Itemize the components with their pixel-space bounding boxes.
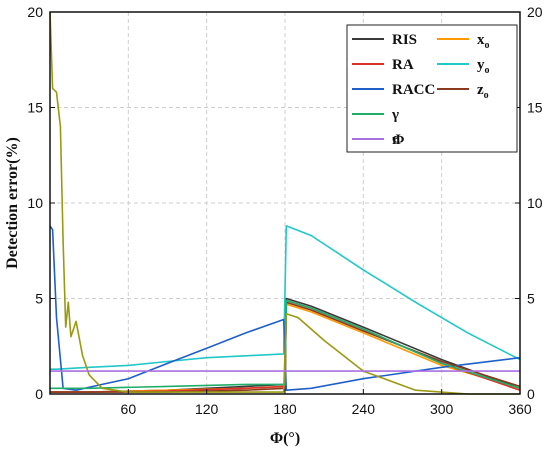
x-tick-label: 60: [121, 401, 137, 417]
y-tick-label: 15: [27, 100, 43, 116]
y-tick-label: 5: [35, 291, 43, 307]
y-tick-label-right: 15: [527, 100, 543, 116]
y-axis-title: Detection error(%): [4, 137, 21, 269]
legend-label: RACC: [392, 82, 435, 98]
x-tick-label: 120: [195, 401, 219, 417]
series-line: [49, 225, 521, 392]
series-line: [49, 11, 520, 395]
y-tick-label: 20: [27, 4, 43, 20]
legend-label-subscript: o: [484, 90, 489, 101]
legend-label: RIS: [392, 32, 417, 48]
legend-label-subscript: o: [485, 40, 490, 51]
y-tick-label: 0: [35, 386, 43, 402]
x-tick-label: 360: [508, 401, 532, 417]
legend-label: r: [392, 132, 399, 148]
legend-label-subscript: o: [485, 65, 490, 76]
legend-label: γ: [391, 107, 399, 123]
series-lines: [49, 11, 521, 395]
series-line: [50, 225, 521, 371]
legend-label: RA: [392, 57, 414, 73]
y-tick-label-right: 0: [527, 386, 535, 402]
y-tick-label-right: 5: [527, 291, 535, 307]
x-axis-title: Φ(°): [270, 430, 300, 447]
x-tick-label: 240: [352, 401, 376, 417]
x-tick-label: 180: [273, 401, 297, 417]
legend-label: Φ: [392, 132, 404, 148]
legend-label: zo: [477, 82, 489, 101]
y-tick-label: 10: [27, 195, 43, 211]
x-tick-label: 300: [430, 401, 454, 417]
y-tick-label-right: 20: [527, 4, 543, 20]
y-tick-label-right: 10: [527, 195, 543, 211]
